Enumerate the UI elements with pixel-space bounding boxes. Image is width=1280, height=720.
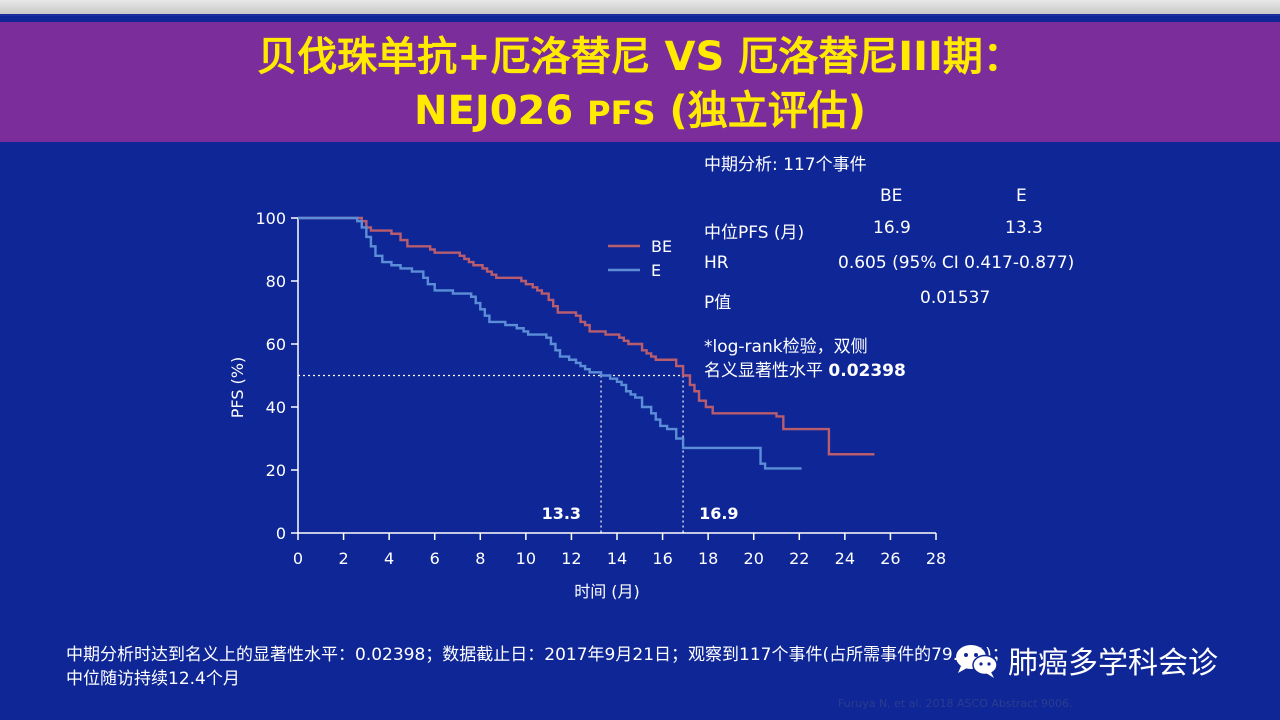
footnote-line1: 中期分析时达到名义上的显著性水平：0.02398；数据截止日：2017年9月21… [66, 645, 1009, 665]
x-tick-label: 16 [652, 549, 672, 568]
x-tick-label: 8 [475, 549, 485, 568]
logrank-note: *log-rank检验，双侧 [704, 337, 868, 357]
x-tick-label: 20 [744, 549, 764, 568]
chart-legend: BE E [608, 237, 672, 280]
significance-value: 0.02398 [828, 361, 906, 381]
y-tick-label: 100 [255, 209, 286, 228]
slide-title-line2: NEJ026 PFS (独立评估) [0, 86, 1280, 138]
x-tick-label: 0 [293, 549, 303, 568]
x-tick-label: 10 [516, 549, 536, 568]
citation: Furuya N, et al. 2018 ASCO Abstract 9006… [838, 697, 1073, 710]
y-tick-label: 20 [266, 461, 286, 480]
title-pfs: PFS [587, 94, 656, 132]
interim-analysis-label: 中期分析: 117个事件 [704, 155, 867, 175]
x-tick-label: 4 [384, 549, 394, 568]
y-axis-title: PFS (%) [228, 357, 247, 419]
p-value: 0.01537 [920, 288, 991, 308]
footnote-line2: 中位随访持续12.4个月 [66, 669, 240, 689]
median-pfs-label: 中位PFS (月) [704, 223, 805, 243]
top-rule [0, 14, 1280, 16]
y-tick-label: 60 [266, 335, 286, 354]
x-tick-label: 26 [880, 549, 900, 568]
wechat-icon [956, 645, 998, 678]
column-header-be: BE [880, 186, 903, 206]
title-band [0, 22, 1280, 142]
watermark: 肺癌多学科会诊 [952, 640, 1218, 681]
median-value-label: 16.9 [699, 504, 738, 523]
significance-note: 名义显著性水平 0.02398 [704, 356, 906, 381]
x-tick-label: 18 [698, 549, 718, 568]
p-value-label: P值 [704, 293, 732, 313]
x-tick-label: 2 [338, 549, 348, 568]
chart-series [298, 216, 875, 470]
x-tick-label: 14 [607, 549, 627, 568]
x-tick-label: 6 [430, 549, 440, 568]
median-lines: 13.3 16.9 [298, 374, 739, 533]
column-header-e: E [1016, 186, 1027, 206]
x-tick-label: 22 [789, 549, 809, 568]
watermark-text: 肺癌多学科会诊 [1008, 646, 1218, 681]
y-tick-label: 0 [276, 524, 286, 543]
median-pfs-e: 13.3 [1005, 218, 1043, 238]
series-line-e [298, 216, 802, 470]
median-value-label: 13.3 [542, 504, 581, 523]
hr-value: 0.605 (95% CI 0.417-0.877) [838, 253, 1075, 273]
y-tick-label: 80 [266, 272, 286, 291]
significance-prefix: 名义显著性水平 [704, 361, 829, 381]
title-assessment: (独立评估) [655, 88, 866, 134]
x-tick-label: 28 [926, 549, 946, 568]
x-axis-title: 时间 (月) [574, 582, 640, 601]
x-tick-label: 24 [835, 549, 855, 568]
hr-label: HR [704, 253, 729, 273]
top-strip [0, 0, 1280, 14]
x-tick-label: 12 [561, 549, 581, 568]
legend-label-e: E [651, 261, 661, 280]
title-trial: NEJ026 [414, 88, 588, 134]
median-pfs-be: 16.9 [873, 218, 911, 238]
slide-title-line1: 贝伐珠单抗+厄洛替尼 VS 厄洛替尼III期： [257, 34, 1023, 80]
y-tick-label: 40 [266, 398, 286, 417]
series-line-be [298, 216, 875, 456]
legend-label-be: BE [651, 237, 672, 256]
